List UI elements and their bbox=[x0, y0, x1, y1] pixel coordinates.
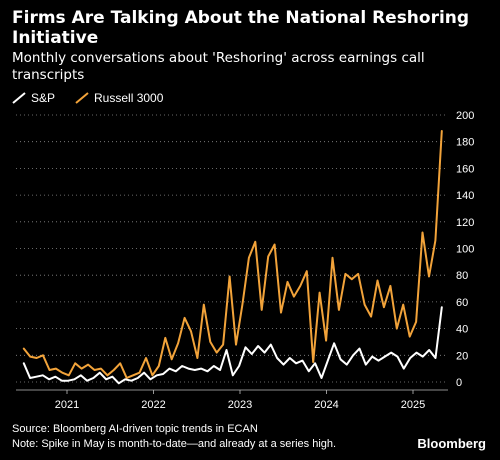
x-tick-label: 2022 bbox=[141, 399, 165, 411]
y-tick-label: 20 bbox=[456, 350, 468, 362]
y-tick-label: 140 bbox=[456, 190, 474, 202]
y-tick-label: 40 bbox=[456, 324, 468, 336]
legend-swatch-russell bbox=[75, 92, 89, 104]
y-tick-label: 120 bbox=[456, 217, 474, 229]
y-tick-label: 0 bbox=[456, 377, 462, 389]
series-line-sp bbox=[22, 306, 443, 385]
y-tick-label: 60 bbox=[456, 297, 468, 309]
legend-label-russell: Russell 3000 bbox=[94, 91, 164, 105]
bloomberg-logo: Bloomberg bbox=[417, 436, 486, 451]
y-tick-label: 180 bbox=[456, 137, 474, 149]
legend-swatch-sp bbox=[12, 92, 26, 104]
chart-title: Firms Are Talking About the National Res… bbox=[12, 8, 470, 48]
y-tick-label: 80 bbox=[456, 270, 468, 282]
y-tick-label: 160 bbox=[456, 163, 474, 175]
source-note: Source: Bloomberg AI-driven topic trends… bbox=[12, 423, 258, 435]
footnote: Note: Spike in May is month-to-date—and … bbox=[12, 438, 337, 450]
legend-item-russell: Russell 3000 bbox=[75, 91, 163, 105]
chart-legend: S&P Russell 3000 bbox=[12, 90, 177, 106]
x-tick-label: 2024 bbox=[314, 399, 338, 411]
x-tick-label: 2021 bbox=[55, 399, 79, 411]
legend-label-sp: S&P bbox=[31, 91, 56, 105]
series-line-russell-3000 bbox=[22, 130, 443, 379]
x-tick-label: 2023 bbox=[228, 399, 252, 411]
y-tick-label: 200 bbox=[456, 110, 474, 122]
x-tick-label: 2025 bbox=[401, 399, 425, 411]
y-tick-label: 100 bbox=[456, 244, 474, 256]
legend-item-sp: S&P bbox=[12, 91, 55, 105]
chart-subtitle: Monthly conversations about 'Reshoring' … bbox=[12, 50, 425, 83]
line-chart: 0 20 40 60 80 100 120 140 160 180 200 2021 2022 2023 2… bbox=[16, 110, 474, 411]
